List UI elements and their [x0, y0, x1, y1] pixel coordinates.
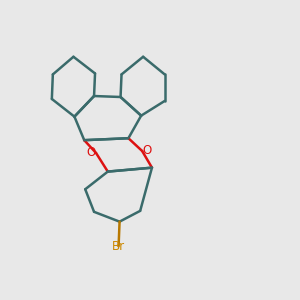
Text: Br: Br	[112, 240, 125, 253]
Text: O: O	[86, 146, 95, 159]
Text: O: O	[143, 145, 152, 158]
